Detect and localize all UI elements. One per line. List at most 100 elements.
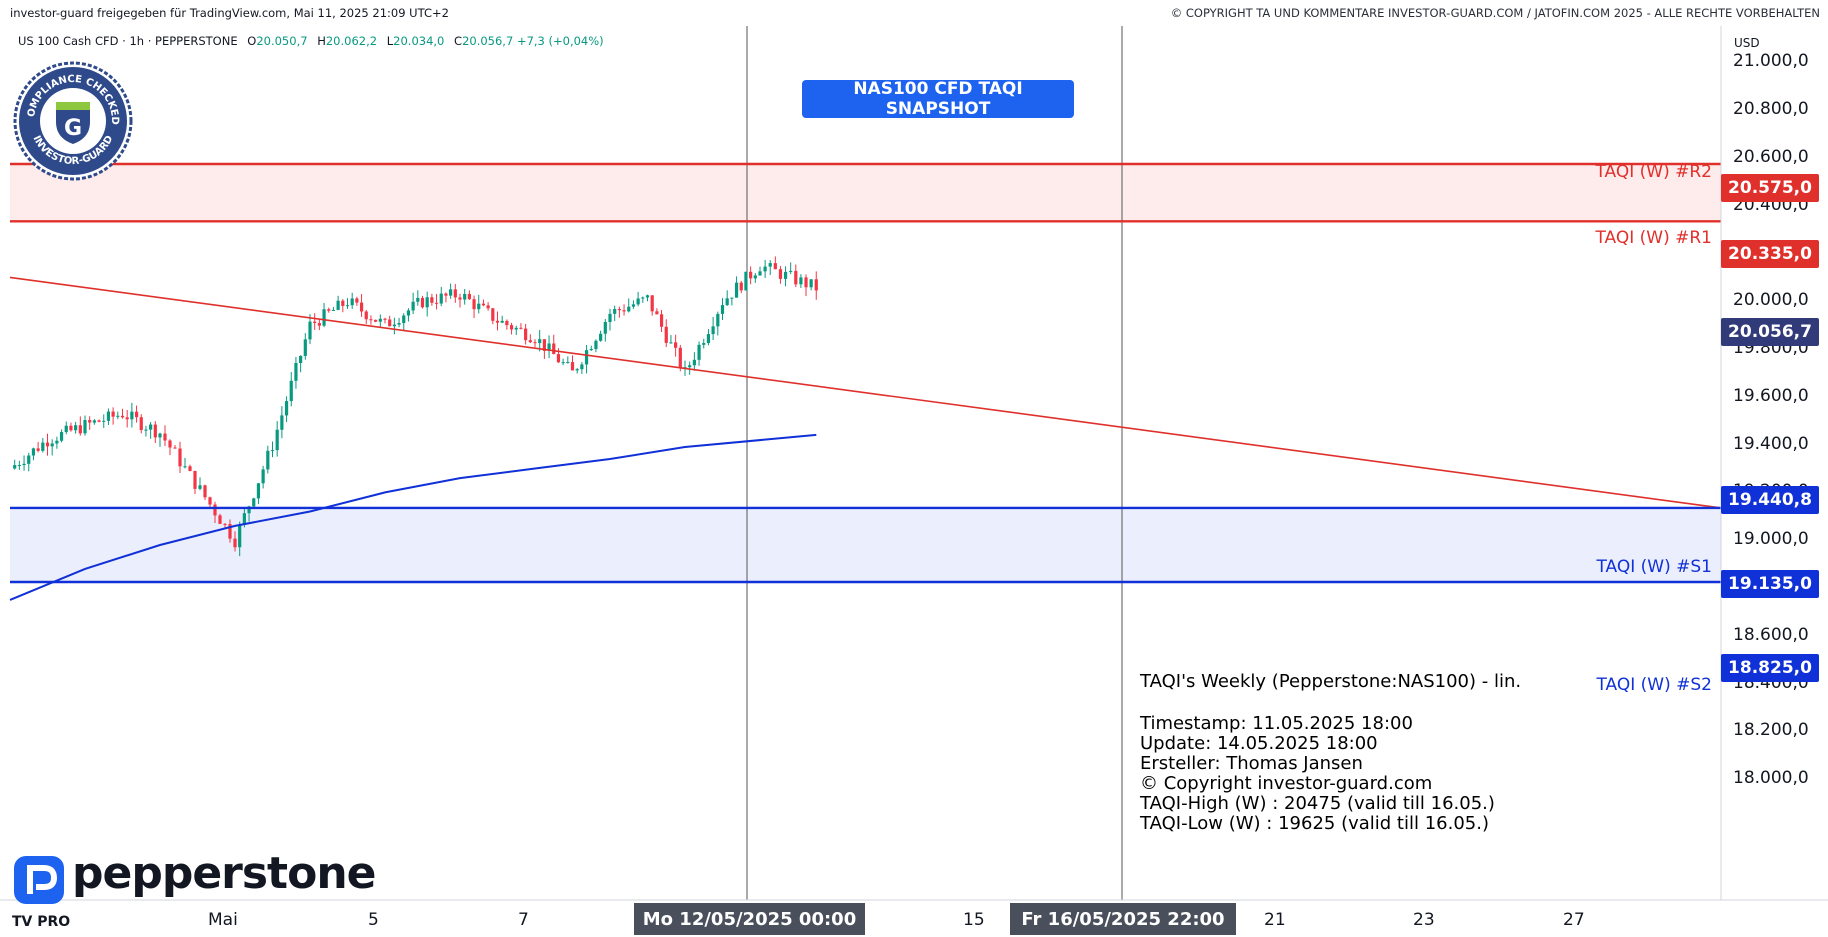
- candle-body: [542, 339, 546, 351]
- symbol-legend[interactable]: US 100 Cash CFD · 1h · PEPPERSTONE O20.0…: [18, 34, 604, 48]
- candle-body: [753, 275, 757, 279]
- candle-body: [561, 362, 565, 364]
- candle-body: [449, 289, 453, 296]
- candle-body: [55, 440, 59, 444]
- candle-body: [64, 425, 68, 433]
- candle-body: [341, 300, 345, 306]
- candle-body: [116, 415, 120, 417]
- candle-body: [50, 443, 54, 447]
- x-tick-21: 21: [1264, 910, 1286, 930]
- candle-body: [627, 306, 631, 312]
- candle-body: [552, 343, 556, 355]
- x-tick-mai: Mai: [208, 910, 238, 930]
- candle-body: [402, 315, 406, 324]
- currency-label[interactable]: USD: [1734, 36, 1760, 50]
- candle-body: [59, 432, 64, 441]
- candle-body: [88, 420, 92, 423]
- candle-body: [706, 334, 711, 344]
- candle-body: [617, 309, 621, 311]
- candle-body: [153, 424, 157, 438]
- candle-body: [69, 425, 73, 431]
- candle-body: [378, 318, 382, 322]
- y-tick-label: 18.000,0: [1733, 768, 1809, 789]
- candle-body: [734, 282, 739, 298]
- support-zone: [10, 507, 1721, 582]
- info-title: TAQI's Weekly (Pepperstone:NAS100) - lin…: [1140, 671, 1522, 692]
- candle-body: [458, 297, 462, 300]
- candle-body: [299, 355, 303, 363]
- candle-body: [533, 342, 537, 344]
- shared-by-text: investor-guard freigegeben für TradingVi…: [10, 6, 449, 20]
- x-tick-15: 15: [963, 910, 985, 930]
- candle-body: [749, 271, 753, 279]
- tradingview-logo[interactable]: TV PRO: [12, 914, 71, 930]
- price-badge-s2: 18.825,0: [1721, 654, 1819, 682]
- open-value: 20.050,7: [256, 34, 308, 48]
- candle-body: [256, 483, 261, 499]
- candle-body: [603, 322, 607, 334]
- y-tick-label: 21.000,0: [1733, 51, 1809, 72]
- current-price-badge: 20.056,7: [1721, 318, 1819, 346]
- candle-body: [453, 289, 457, 298]
- candle-body: [218, 515, 222, 524]
- candle-body: [92, 420, 96, 423]
- candle-body: [120, 415, 125, 418]
- candle-body: [641, 297, 645, 299]
- x-marker-badge-1: Mo 12/05/2025 00:00: [634, 903, 865, 935]
- candle-body: [809, 279, 813, 288]
- candle-body: [486, 305, 490, 309]
- candle-body: [514, 327, 518, 330]
- candle-body: [495, 320, 500, 323]
- candle-body: [369, 319, 373, 321]
- candle-body: [575, 369, 579, 371]
- candle-body: [111, 411, 115, 417]
- candle-body: [472, 299, 476, 310]
- candle-body: [599, 333, 603, 341]
- candle-body: [203, 485, 207, 498]
- candle-body: [97, 420, 101, 422]
- candle-body: [303, 339, 307, 356]
- candle-body: [158, 433, 162, 438]
- info-copyright: © Copyright investor-guard.com: [1140, 773, 1433, 794]
- candle-body: [22, 463, 26, 466]
- candle-body: [193, 470, 197, 489]
- candle-body: [566, 362, 570, 364]
- candle-body: [594, 340, 598, 350]
- candle-body: [173, 447, 177, 449]
- copyright-text: © COPYRIGHT TA UND KOMMENTARE INVESTOR-G…: [1170, 6, 1820, 20]
- candle-body: [669, 342, 673, 344]
- candle-body: [78, 425, 82, 434]
- candle-body: [416, 297, 420, 302]
- candle-body: [27, 455, 31, 464]
- candle-body: [233, 538, 237, 548]
- candle-body: [636, 298, 640, 305]
- candle-body: [359, 302, 364, 312]
- candle-body: [266, 450, 270, 470]
- candle-body: [383, 318, 387, 320]
- x-tick-27: 27: [1563, 910, 1585, 930]
- candle-body: [645, 295, 650, 298]
- candle-body: [589, 349, 593, 351]
- candle-body: [41, 442, 45, 451]
- candle-body: [650, 295, 654, 312]
- candle-body: [697, 344, 701, 360]
- candle-body: [804, 277, 808, 288]
- candle-body: [739, 282, 743, 291]
- info-high: TAQI-High (W) : 20475 (valid till 16.05.…: [1140, 793, 1495, 814]
- candle-body: [716, 313, 720, 327]
- candle-body: [439, 293, 443, 304]
- moving-average-line: [9, 433, 817, 601]
- candle-body: [434, 302, 439, 304]
- candle-body: [294, 362, 298, 381]
- level-label-s2: TAQI (W) #S2: [1596, 675, 1712, 695]
- candle-body: [613, 309, 617, 314]
- candle-body: [655, 311, 659, 315]
- candle-body: [208, 497, 212, 505]
- candle-body: [509, 325, 514, 330]
- candle-body: [74, 425, 78, 431]
- candle-body: [814, 279, 818, 291]
- price-badge-r2: 20.575,0: [1721, 174, 1819, 202]
- snapshot-title-button[interactable]: NAS100 CFD TAQI SNAPSHOT: [802, 79, 1074, 119]
- candle-body: [444, 293, 448, 296]
